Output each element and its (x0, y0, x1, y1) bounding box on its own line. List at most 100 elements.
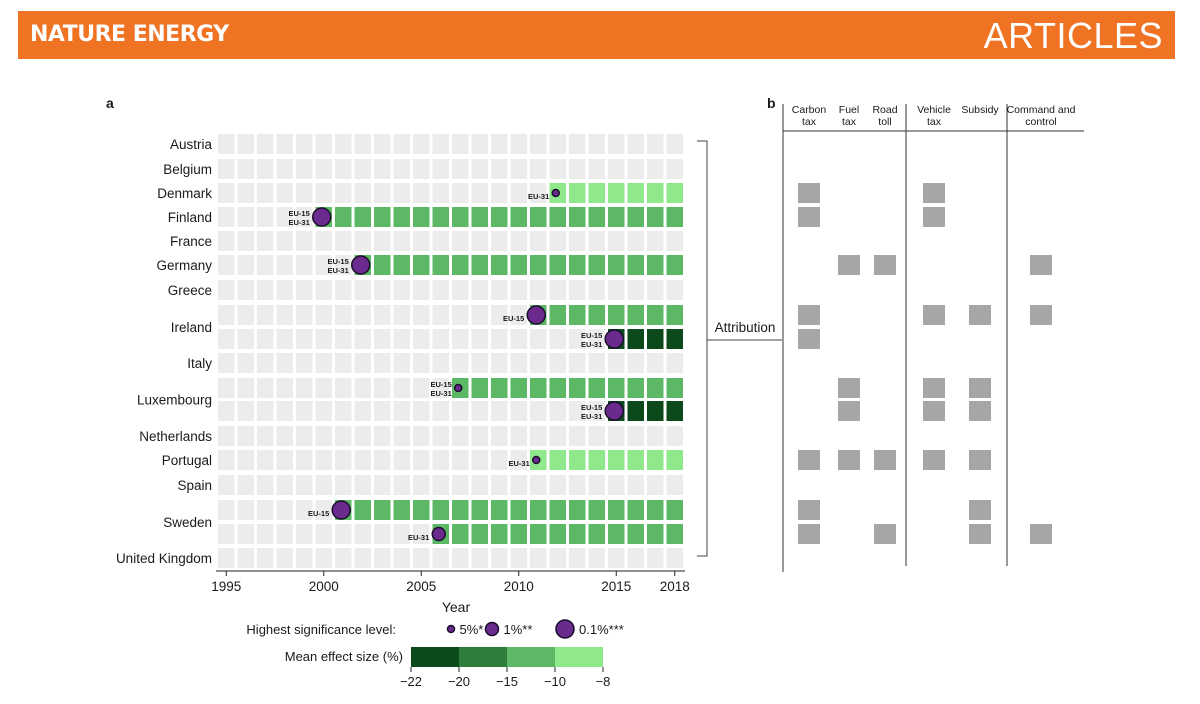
heatmap-cell (491, 500, 508, 520)
heatmap-cell (608, 255, 625, 275)
heatmap-cell (549, 378, 566, 398)
heatmap-cell (647, 500, 664, 520)
heatmap-cell (549, 524, 566, 544)
heatmap-cell (413, 401, 430, 421)
heatmap-cell (335, 475, 352, 495)
policy-attribution-box (969, 305, 991, 325)
heatmap-cell (257, 401, 274, 421)
heatmap-cell (608, 159, 625, 179)
heatmap-cell (510, 353, 527, 373)
x-tick-label: 2000 (309, 579, 339, 594)
heatmap-cell (666, 524, 683, 544)
heatmap-cell (257, 524, 274, 544)
heatmap-cell (218, 183, 235, 203)
heatmap-cell (588, 524, 605, 544)
eu-group-label: EU-15 (308, 509, 329, 518)
heatmap-cell (237, 353, 254, 373)
policy-attribution-box (1030, 305, 1052, 325)
heatmap-cell (491, 548, 508, 568)
eu-group-label: EU-31 (508, 459, 529, 468)
heatmap-cell (666, 159, 683, 179)
heatmap-cell (491, 524, 508, 544)
heatmap-cell (237, 548, 254, 568)
heatmap-cell (666, 353, 683, 373)
heatmap-cell (237, 401, 254, 421)
eu-group-label: EU-31 (581, 340, 602, 349)
heatmap-cell (218, 500, 235, 520)
policy-attribution-box (923, 207, 945, 227)
heatmap-cell (218, 207, 235, 227)
heatmap-cell (510, 305, 527, 325)
heatmap-cell (374, 329, 391, 349)
policy-column-header: tax (802, 116, 817, 128)
heatmap-cell (666, 401, 683, 421)
x-tick-label: 2018 (660, 579, 690, 594)
heatmap-cell (335, 548, 352, 568)
heatmap-cell (608, 134, 625, 154)
country-label: Italy (187, 356, 212, 371)
policy-attribution-box (969, 378, 991, 398)
heatmap-cell (432, 378, 449, 398)
country-label: Belgium (163, 162, 212, 177)
attribution-bracket (697, 140, 708, 557)
heatmap-cell (471, 329, 488, 349)
heatmap-cell (647, 134, 664, 154)
heatmap-cell (354, 159, 371, 179)
heatmap-cell (296, 159, 313, 179)
heatmap-cell (549, 134, 566, 154)
heatmap-cell (257, 378, 274, 398)
heatmap-cell (237, 426, 254, 446)
heatmap-cell (257, 183, 274, 203)
heatmap-cell (257, 500, 274, 520)
heatmap-cell (510, 401, 527, 421)
heatmap-cell (510, 450, 527, 470)
heatmap-cell (530, 401, 547, 421)
heatmap-cell (393, 329, 410, 349)
policy-column-header: tax (927, 116, 942, 128)
heatmap-cell (588, 329, 605, 349)
heatmap-cell (218, 305, 235, 325)
heatmap-cell (257, 329, 274, 349)
break-marker (431, 526, 446, 542)
eu-group-label: EU-15 (503, 314, 524, 323)
heatmap-cell (569, 280, 586, 300)
policy-attribution-box (838, 378, 860, 398)
heatmap-cell (413, 255, 430, 275)
eu-group-label: EU-31 (327, 266, 348, 275)
heatmap-cell (276, 329, 293, 349)
heatmap-cell (452, 500, 469, 520)
heatmap-cell (510, 378, 527, 398)
heatmap-cell (569, 329, 586, 349)
heatmap-cell (491, 450, 508, 470)
heatmap-cell (276, 207, 293, 227)
x-tick-label: 2015 (601, 579, 631, 594)
heatmap-cell (627, 426, 644, 446)
heatmap-cell (549, 305, 566, 325)
heatmap-cell (627, 134, 644, 154)
policy-attribution-box (798, 305, 820, 325)
heatmap-cell (237, 378, 254, 398)
heatmap-cell (432, 207, 449, 227)
journal-title: NATURE ENERGY (30, 22, 229, 47)
break-marker (331, 500, 351, 520)
heatmap-cell (530, 207, 547, 227)
heatmap-cell (237, 524, 254, 544)
heatmap-cell (471, 280, 488, 300)
heatmap-cell (296, 329, 313, 349)
heatmap-cell (335, 401, 352, 421)
heatmap-cell (452, 183, 469, 203)
heatmap-cell (218, 548, 235, 568)
heatmap-cell (588, 231, 605, 251)
heatmap-cell (549, 475, 566, 495)
heatmap-cell (354, 134, 371, 154)
break-marker (351, 255, 371, 275)
heatmap-cell (432, 450, 449, 470)
country-label: Finland (168, 210, 212, 225)
heatmap-cell (510, 524, 527, 544)
heatmap-cell (335, 159, 352, 179)
heatmap-cell (647, 159, 664, 179)
policy-attribution-box (798, 207, 820, 227)
heatmap-cell (549, 401, 566, 421)
significance-legend-text: 5%* (460, 622, 484, 637)
